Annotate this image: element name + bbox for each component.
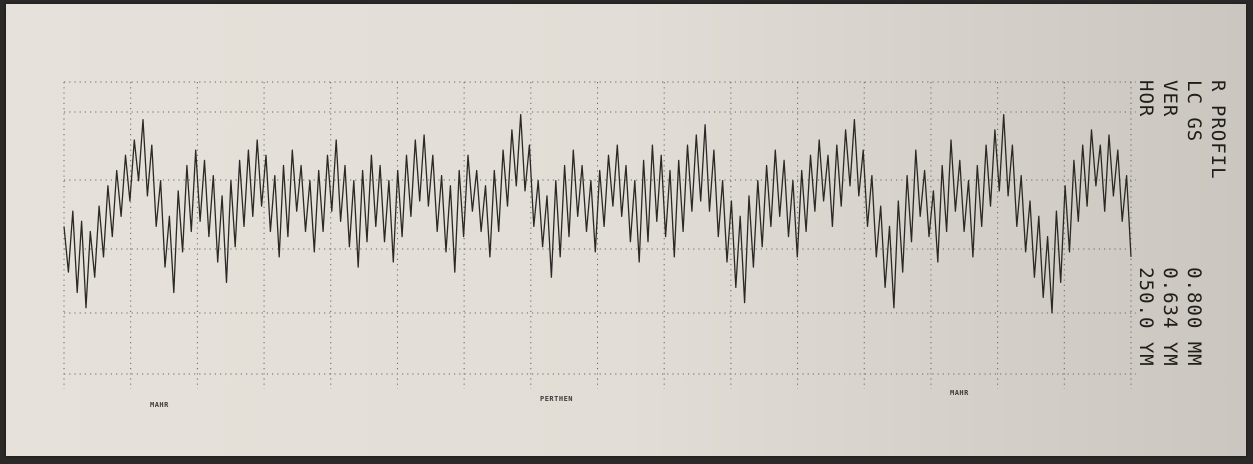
side-label-ver: VER (1159, 80, 1181, 118)
chart-paper: MAHR PERTHEN MAHR R PROFIL LC GS 0.800 M… (6, 4, 1246, 456)
side-value-ver: 0.634 YM (1159, 267, 1181, 367)
side-label-lc-col: LC GS 0.800 MM (1181, 80, 1206, 367)
side-value-lc: 0.800 MM (1183, 267, 1205, 367)
brand-label-left: MAHR (150, 401, 169, 409)
side-label-hor: HOR (1135, 80, 1157, 118)
side-label-lc: LC GS (1183, 80, 1205, 143)
side-labels: R PROFIL (1205, 80, 1230, 180)
side-label-hor-col: HOR 250.0 YM (1133, 80, 1158, 367)
series-line-0 (63, 113, 1132, 314)
side-label-profile: R PROFIL (1207, 80, 1229, 180)
side-value-hor: 250.0 YM (1135, 267, 1157, 367)
brand-label-right: MAHR (950, 389, 969, 397)
chart-series (63, 113, 1132, 314)
brand-label-center: PERTHEN (540, 395, 574, 403)
side-label-ver-col: VER 0.634 YM (1157, 80, 1182, 367)
chart-grid (63, 81, 1136, 389)
profile-chart (63, 81, 1136, 389)
